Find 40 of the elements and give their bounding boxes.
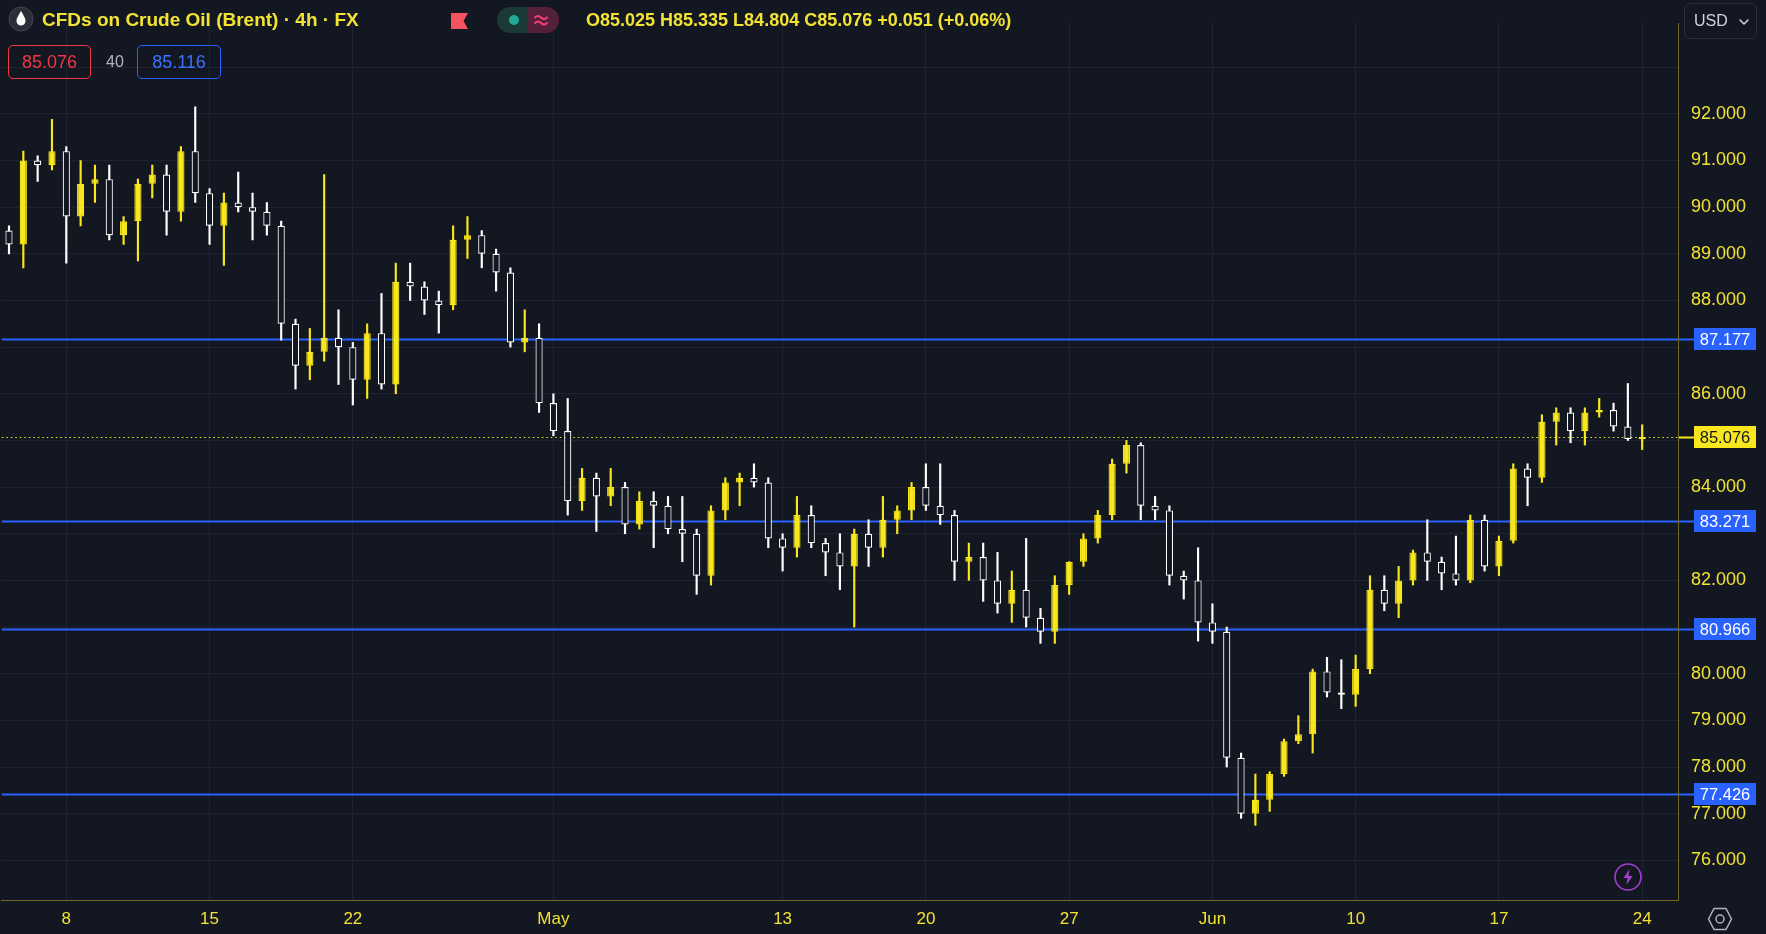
chart-title: CFDs on Crude Oil (Brent) · 4h · FX bbox=[42, 8, 359, 32]
ref-line-label: 77.426 bbox=[1699, 784, 1751, 803]
annotation: 85.116 bbox=[137, 45, 221, 79]
x-tick-label: May bbox=[537, 908, 570, 928]
dropdown-button: USD bbox=[1684, 3, 1757, 39]
x-tick-label: 20 bbox=[916, 908, 936, 928]
x-tick-label: Jun bbox=[1198, 908, 1227, 928]
x-tick-label: 17 bbox=[1489, 908, 1509, 928]
ref-line-label: 85.076 bbox=[1699, 427, 1751, 446]
y-tick-label: 76.000 bbox=[1691, 849, 1747, 870]
candlestick bbox=[334, 309, 343, 385]
x-tick-label: 22 bbox=[343, 908, 363, 928]
y-tick-label: 82.000 bbox=[1691, 569, 1747, 590]
y-tick-label: 88.000 bbox=[1691, 289, 1747, 310]
y-tick-label: 84.000 bbox=[1691, 476, 1747, 497]
ref-line-label: 83.271 bbox=[1699, 511, 1751, 530]
y-tick-label: 78.000 bbox=[1691, 756, 1747, 776]
ref-line-label: 80.966 bbox=[1699, 619, 1751, 638]
x-tick-label: 10 bbox=[1346, 908, 1366, 928]
y-tick-label: 90.000 bbox=[1691, 196, 1747, 217]
annotation: 85.076 bbox=[8, 45, 91, 79]
candlestick bbox=[463, 216, 472, 259]
x-tick-label: 24 bbox=[1632, 908, 1652, 928]
y-tick-label: 89.000 bbox=[1691, 242, 1747, 263]
x-tick-label: 8 bbox=[61, 908, 72, 928]
y-tick-label: 92.000 bbox=[1691, 102, 1747, 123]
candlestick bbox=[864, 519, 873, 567]
x-tick-label: 15 bbox=[200, 908, 220, 928]
y-tick-label: 77.000 bbox=[1691, 802, 1747, 823]
candlestick bbox=[1523, 463, 1532, 507]
candlestick bbox=[248, 192, 257, 241]
y-tick-label: 80.000 bbox=[1691, 662, 1747, 683]
y-tick-label: 86.000 bbox=[1691, 382, 1747, 403]
y-tick-label: 79.000 bbox=[1691, 709, 1747, 730]
x-tick-label: 13 bbox=[773, 908, 793, 928]
annotation: 40 bbox=[105, 52, 125, 72]
y-tick-label: 91.000 bbox=[1691, 149, 1747, 170]
chart-subtitle: O85.025 H85.335 L84.804 C85.076 +0.051 (+0.06%) bbox=[586, 9, 1012, 32]
x-tick-label: 27 bbox=[1059, 908, 1079, 928]
ref-line-label: 87.177 bbox=[1699, 329, 1751, 348]
